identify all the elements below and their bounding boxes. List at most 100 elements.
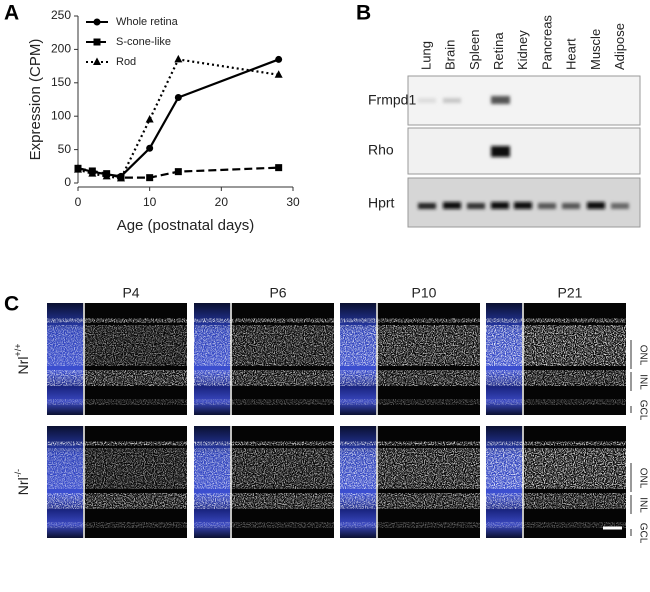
tissue-layer [194, 448, 334, 489]
series-line [77, 58, 279, 180]
y-axis-label: Expression (CPM) [27, 39, 44, 161]
lane-label: Kidney [515, 30, 530, 70]
x-axis-label: Age (postnatal days) [117, 217, 255, 234]
marker [174, 168, 182, 176]
lane-label: Brain [443, 40, 458, 70]
micrograph [47, 426, 187, 538]
micrograph [340, 303, 480, 415]
layer-label: GCL [637, 523, 648, 544]
gel-row [407, 127, 641, 175]
lane-label: Spleen [467, 30, 482, 70]
x-tick-label: 30 [286, 195, 300, 209]
marker [102, 171, 111, 180]
tissue-layer [486, 318, 626, 323]
x-tick-label: 10 [143, 195, 157, 209]
tissue-layer [340, 493, 480, 509]
tissue-layer [194, 399, 334, 405]
column-label: P6 [269, 285, 286, 301]
tissue-layer [47, 493, 187, 509]
layer-label: ONL [637, 468, 648, 489]
layer-label: GCL [637, 400, 648, 421]
marker [174, 54, 183, 63]
row-label-superscript: +/+ [13, 344, 23, 357]
gene-label: Hprt [368, 195, 395, 211]
marker [88, 169, 97, 177]
tissue-layer [486, 370, 626, 386]
tissue-layer [340, 370, 480, 386]
tissue-layer [340, 399, 480, 405]
row-label-superscript: -/- [13, 469, 23, 478]
tissue-layer [47, 370, 187, 386]
row-label-base: Nrl [15, 477, 31, 495]
tissue-layer [47, 399, 187, 405]
column-label: P10 [412, 285, 437, 301]
layer-label: ONL [637, 345, 648, 366]
tissue-layer [486, 522, 626, 528]
layer-label: INL [637, 374, 648, 390]
panel-label: B [356, 2, 371, 25]
x-tick-label: 20 [215, 195, 229, 209]
marker [145, 115, 154, 123]
tissue-layer [486, 448, 626, 489]
marker [146, 144, 154, 152]
marker [275, 164, 283, 172]
micrograph [194, 426, 334, 538]
micrograph [486, 303, 626, 415]
marker [93, 57, 101, 65]
lane-label: Pancreas [539, 15, 554, 70]
row-label-base: Nrl [15, 357, 31, 375]
micrograph [47, 303, 187, 415]
series-line [77, 58, 280, 178]
gel [407, 75, 641, 228]
lane-label: Lung [418, 41, 433, 70]
lane-label: Heart [564, 38, 579, 70]
micrograph [340, 426, 480, 538]
marker [174, 93, 182, 101]
marker [275, 55, 283, 63]
marker [93, 38, 101, 46]
tissue-layer [486, 493, 626, 509]
gene-label: Frmpd1 [368, 92, 416, 108]
tissue-layer [486, 325, 626, 366]
tissue-layer [47, 318, 187, 323]
gel-row [407, 75, 641, 126]
tissue-layer [340, 448, 480, 489]
gene-label: Rho [368, 142, 394, 158]
tissue-layer [194, 318, 334, 323]
tissue-layer [340, 325, 480, 366]
tissue-layer [194, 325, 334, 366]
tissue-layer [340, 522, 480, 528]
tissue-layer [194, 370, 334, 386]
panel-label: A [4, 2, 19, 25]
y-tick-label: 50 [58, 142, 72, 156]
lane-label: Muscle [588, 29, 603, 70]
y-tick-label: 250 [51, 8, 71, 22]
y-tick-label: 100 [51, 108, 71, 122]
tissue-layer [47, 325, 187, 366]
tissue-layer [47, 441, 187, 446]
legend-label: S-cone-like [116, 36, 171, 48]
tissue-layer [47, 448, 187, 489]
column-label: P21 [558, 285, 583, 301]
row-label: Nrl-/- [13, 469, 30, 495]
y-tick-label: 0 [64, 175, 71, 189]
x-tick-label: 0 [75, 195, 82, 209]
marker [146, 174, 154, 182]
lane-label: Adipose [612, 23, 627, 70]
tissue-layer [486, 399, 626, 405]
tissue-layer [340, 318, 480, 323]
marker [93, 18, 101, 26]
legend-label: Whole retina [116, 16, 179, 28]
marker [74, 165, 82, 173]
row-label: Nrl+/+ [13, 344, 30, 375]
micrograph [194, 303, 334, 415]
tissue-layer [340, 441, 480, 446]
micrograph [486, 426, 626, 538]
y-tick-label: 150 [51, 75, 71, 89]
tissue-layer [194, 522, 334, 528]
marker [117, 173, 125, 182]
tissue-layer [194, 441, 334, 446]
column-label: P4 [122, 285, 139, 301]
panel-label: C [4, 293, 19, 316]
